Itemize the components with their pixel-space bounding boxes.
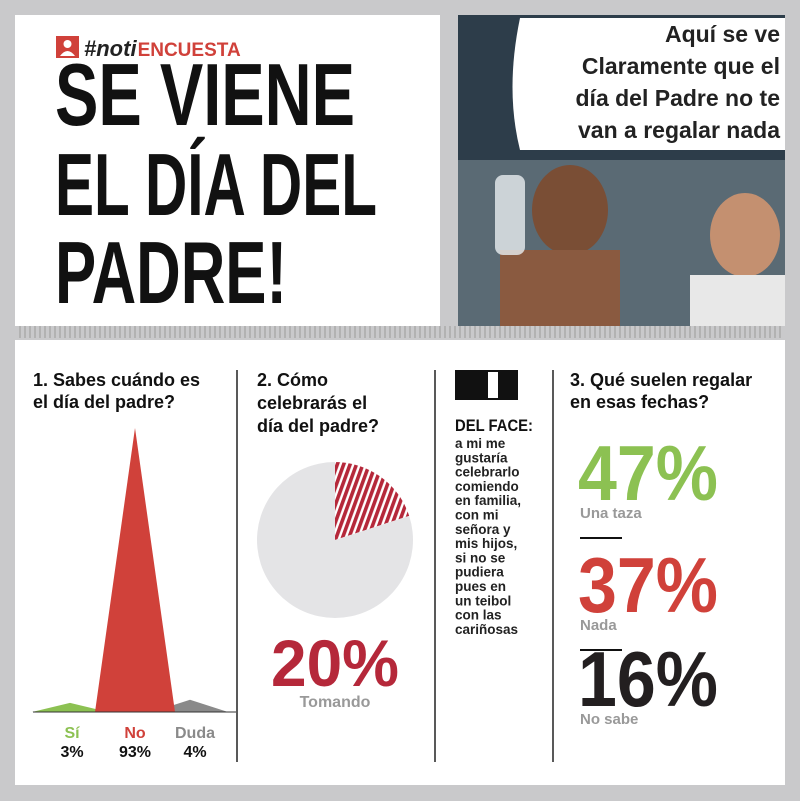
face-logo	[455, 370, 518, 400]
value-label: 4%	[183, 744, 206, 761]
speech-bubble	[512, 18, 785, 150]
face-line: con mi	[455, 508, 499, 523]
face-line: mis hijos,	[455, 536, 517, 551]
item-label: Una taza	[580, 505, 642, 522]
chart-title: 3. Qué suelen regalar	[570, 370, 752, 390]
face-line: comiendo	[455, 479, 519, 494]
face-line: en familia,	[455, 493, 521, 508]
percent: 47%	[578, 429, 718, 517]
chart-title: celebrarás el	[257, 393, 367, 413]
hashtag: #noti	[84, 36, 137, 61]
pie-slice	[257, 462, 413, 618]
value-label: 3%	[60, 744, 83, 761]
value-label: 20%	[271, 626, 399, 700]
photo-caption: Claramente que el	[582, 53, 780, 79]
item-label: Nada	[580, 617, 617, 634]
face-title: DEL FACE:	[455, 416, 533, 435]
chart-title: el día del padre?	[33, 392, 175, 412]
headline: EL DÍA DEL	[55, 135, 377, 234]
category-label: No	[124, 725, 146, 742]
face-line: pudiera	[455, 565, 504, 580]
chart-title: 2. Cómo	[257, 370, 328, 390]
category-label: Tomando	[300, 694, 371, 711]
face-line: pues en	[455, 579, 506, 594]
value-label: 93%	[119, 744, 151, 761]
photo-caption: día del Padre no te	[576, 85, 781, 111]
percent: 37%	[578, 541, 718, 629]
chart-title: día del padre?	[257, 416, 379, 436]
face-line: a mi me	[455, 436, 506, 451]
user-icon	[63, 40, 72, 48]
peak	[95, 428, 175, 712]
face-line: con las	[455, 608, 502, 623]
photo-caption: van a regalar nada	[578, 117, 780, 143]
pie-slice	[335, 462, 410, 540]
photo-person	[690, 275, 785, 326]
face-line: celebrarlo	[455, 465, 520, 480]
photo-glass	[495, 175, 525, 255]
headline: PADRE!	[55, 223, 287, 322]
photo-person	[500, 250, 620, 326]
category-label: Sí	[64, 725, 80, 742]
face-line: señora y	[455, 522, 511, 537]
chart-title: 1. Sabes cuándo es	[33, 370, 200, 390]
ruler	[19, 326, 781, 338]
chart-title: en esas fechas?	[570, 392, 709, 412]
item-label: No sabe	[580, 711, 638, 728]
header-panel	[15, 15, 440, 326]
headline: SE VIENE	[55, 45, 355, 144]
percent: 16%	[578, 635, 718, 723]
face-line: cariñosas	[455, 622, 518, 637]
photo-caption: Aquí se ve	[665, 21, 780, 47]
peak	[32, 702, 108, 712]
face-line: si no se	[455, 550, 506, 565]
face-line: gustaría	[455, 450, 508, 465]
photo-person	[532, 165, 608, 255]
face-line: un teibol	[455, 593, 511, 608]
face-logo	[488, 372, 498, 398]
category-label: Duda	[175, 725, 215, 742]
photo-person	[710, 193, 780, 277]
hashtag: ENCUESTA	[138, 40, 241, 61]
user-icon	[60, 51, 75, 56]
